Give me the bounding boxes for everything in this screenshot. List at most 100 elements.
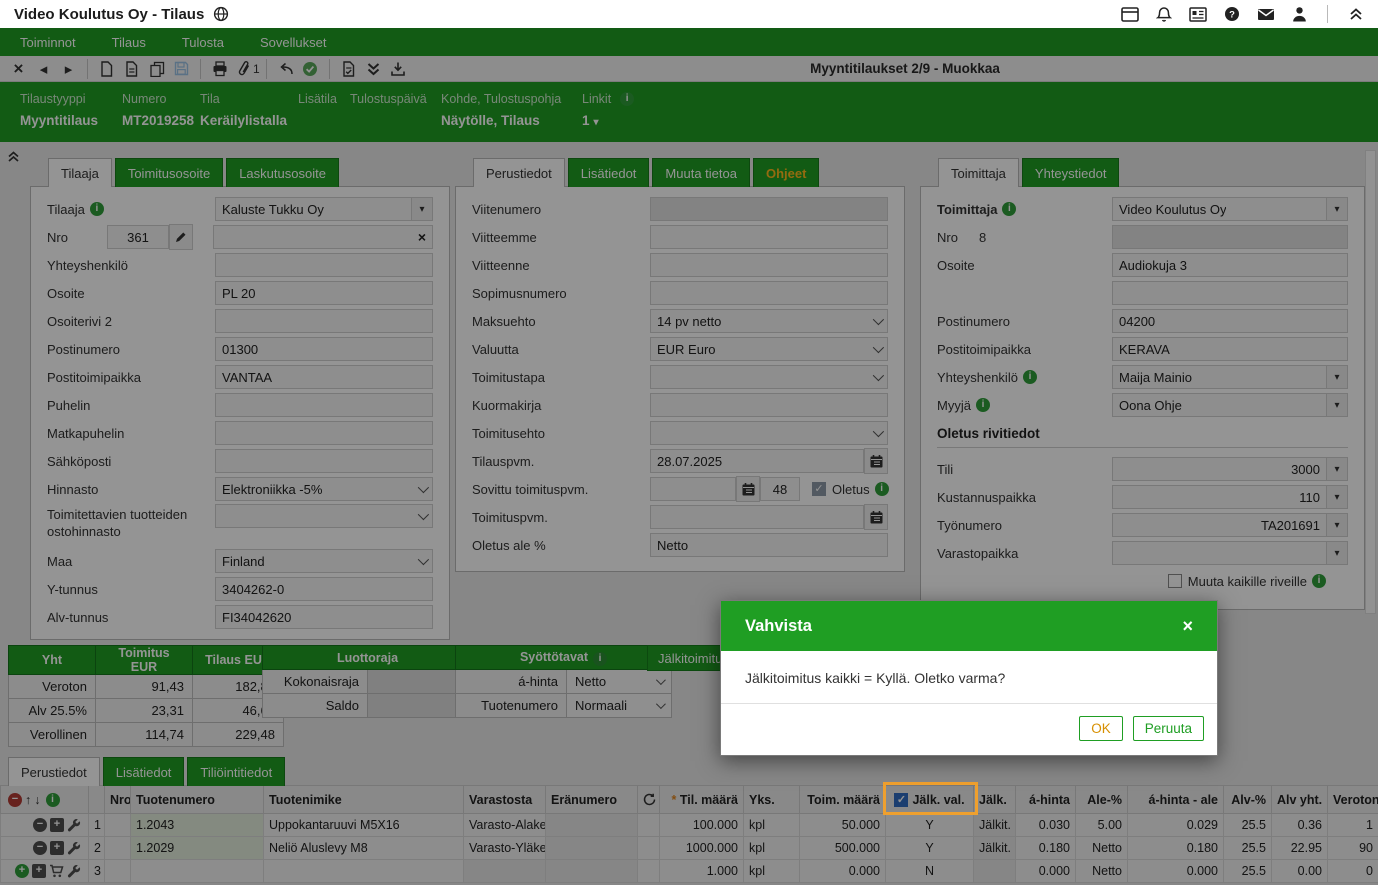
cancel-button[interactable]: Peruuta (1132, 716, 1204, 741)
hinnasto-select[interactable]: Elektroniikka -5% (215, 477, 433, 501)
osoite-input[interactable]: PL 20 (215, 281, 433, 305)
cell-alv-yht[interactable]: 0.36 (1271, 813, 1328, 837)
menu-toiminnot[interactable]: Toiminnot (20, 34, 76, 50)
tab-muuta-tietoa[interactable]: Muuta tietoa (652, 158, 750, 187)
header-eranumero[interactable]: Eränumero (545, 785, 638, 814)
double-chevron-down-icon[interactable] (361, 58, 386, 80)
dropdown-caret-icon[interactable] (1325, 366, 1347, 388)
header-yks[interactable]: Yks. (743, 785, 800, 814)
tab-ohjeet[interactable]: Ohjeet (752, 158, 820, 187)
edit-pencil-icon[interactable] (169, 224, 193, 250)
cell-tuotenimike[interactable] (263, 859, 464, 883)
dropdown-caret-icon[interactable] (1326, 486, 1347, 508)
duplicate-line-icon[interactable] (50, 818, 64, 832)
tab-laskutusosoite[interactable]: Laskutusosoite (226, 158, 339, 187)
header-a-hinta-ale[interactable]: á-hinta - ale (1127, 785, 1224, 814)
cell-yks[interactable]: kpl (743, 813, 800, 837)
help-icon[interactable]: ? (1224, 6, 1240, 22)
ok-button[interactable]: OK (1079, 716, 1123, 741)
refresh-icon[interactable] (643, 793, 656, 806)
undo-send-icon[interactable] (273, 58, 298, 80)
supplier-osoite-input[interactable]: Audiokuja 3 (1112, 253, 1348, 277)
maksuehto-select[interactable]: 14 pv netto (650, 309, 888, 333)
approve-check-icon[interactable] (298, 58, 323, 80)
document-export-icon[interactable] (336, 58, 361, 80)
calendar-icon[interactable] (736, 476, 760, 502)
kuormakirja-input[interactable] (650, 393, 888, 417)
yhteyshenkilo-input[interactable] (215, 253, 433, 277)
dialog-close-icon[interactable] (1182, 617, 1193, 635)
myyja-info-icon[interactable] (975, 398, 990, 412)
header-varastosta[interactable]: Varastosta (463, 785, 546, 814)
delete-row-icon[interactable] (8, 792, 22, 807)
supplier-osoite2-input[interactable] (1112, 281, 1348, 305)
cell-tuotenumero[interactable] (130, 859, 264, 883)
cell-jalk-val[interactable]: N (885, 859, 974, 883)
tab-lines-perustiedot[interactable]: Perustiedot (8, 757, 100, 786)
lines-info-icon[interactable] (45, 792, 60, 807)
supplier-postitoimipaikka-input[interactable]: KERAVA (1112, 337, 1348, 361)
entry-modes-info-icon[interactable] (593, 651, 608, 666)
dropdown-caret-icon[interactable] (1325, 198, 1347, 220)
wrench-icon[interactable] (67, 841, 81, 855)
cell-veroton[interactable]: 90 (1327, 836, 1378, 860)
toimituspvm-input[interactable] (650, 505, 864, 529)
new-document-icon[interactable] (94, 58, 119, 80)
supplier-yhteyshenkilo-select[interactable]: Maija Mainio (1112, 365, 1348, 389)
cell-eranumero[interactable] (545, 813, 638, 837)
ostohinnasto-select[interactable] (215, 504, 433, 528)
dropdown-caret-icon[interactable] (1326, 514, 1347, 536)
sopimusnumero-input[interactable] (650, 281, 888, 305)
customer-number-input[interactable]: 361 (107, 225, 169, 249)
kustannuspaikka-select[interactable]: 110 (1112, 485, 1348, 509)
valuutta-select[interactable]: EUR Euro (650, 337, 888, 361)
open-document-icon[interactable] (119, 58, 144, 80)
contact-card-icon[interactable] (1189, 6, 1207, 22)
muuta-kaikille-info-icon[interactable] (1312, 574, 1326, 588)
tab-tilaaja[interactable]: Tilaaja (48, 158, 112, 187)
menu-sovellukset[interactable]: Sovellukset (260, 34, 327, 50)
links-dropdown[interactable]: 1 (582, 113, 634, 128)
attachment-paperclip-icon[interactable] (232, 58, 257, 80)
yhteyshenkilo-info-icon[interactable] (1022, 370, 1037, 384)
dropdown-caret-icon[interactable] (410, 198, 432, 220)
add-line-icon[interactable] (15, 864, 29, 878)
alvtunnus-input[interactable]: FI34042620 (215, 605, 433, 629)
toimitustapa-select[interactable] (650, 365, 888, 389)
viitteemme-input[interactable] (650, 225, 888, 249)
cell-toim-maara[interactable]: 500.000 (799, 836, 886, 860)
cell-ale[interactable]: Netto (1075, 859, 1128, 883)
sovittu-toimituspvm-input[interactable] (650, 477, 736, 501)
cell-a-hinta-ale[interactable]: 0.180 (1127, 836, 1224, 860)
language-globe-icon[interactable] (213, 6, 229, 22)
tab-lines-lisatiedot[interactable]: Lisätiedot (102, 757, 185, 786)
cell-a-hinta[interactable]: 0.000 (1015, 859, 1076, 883)
varastopaikka-select[interactable] (1112, 541, 1348, 565)
sahkoposti-input[interactable] (215, 449, 433, 473)
collapse-header-icon[interactable] (1348, 7, 1364, 21)
muuta-kaikille-checkbox[interactable] (1167, 574, 1182, 588)
scrollbar[interactable] (1365, 150, 1376, 614)
oletus-info-icon[interactable] (874, 482, 889, 496)
remove-line-icon[interactable] (33, 818, 47, 832)
cell-yks[interactable]: kpl (743, 836, 800, 860)
tuotenumero-mode-select[interactable]: Normaali (575, 698, 663, 713)
notifications-bell-icon[interactable] (1156, 6, 1172, 23)
cell-tuotenumero[interactable]: 1.2043 (130, 813, 264, 837)
wrench-icon[interactable] (67, 818, 81, 832)
header-veroton[interactable]: Veroton (1327, 785, 1378, 814)
customer-search-input[interactable] (213, 225, 433, 249)
calendar-icon[interactable] (864, 504, 888, 530)
cell-alv[interactable]: 25.5 (1223, 859, 1272, 883)
tab-toimitusosoite[interactable]: Toimitusosoite (114, 158, 224, 187)
tilauspvm-input[interactable]: 28.07.2025 (650, 449, 864, 473)
duplicate-line-icon[interactable] (32, 864, 46, 878)
header-alv[interactable]: Alv-% (1223, 785, 1272, 814)
cell-eranumero[interactable] (545, 859, 638, 883)
oletus-ale-input[interactable]: Netto (650, 533, 888, 557)
header-ale[interactable]: Ale-% (1075, 785, 1128, 814)
maa-select[interactable]: Finland (215, 549, 433, 573)
viitteenne-input[interactable] (650, 253, 888, 277)
tab-perustiedot[interactable]: Perustiedot (473, 158, 565, 187)
cell-eranumero[interactable] (545, 836, 638, 860)
